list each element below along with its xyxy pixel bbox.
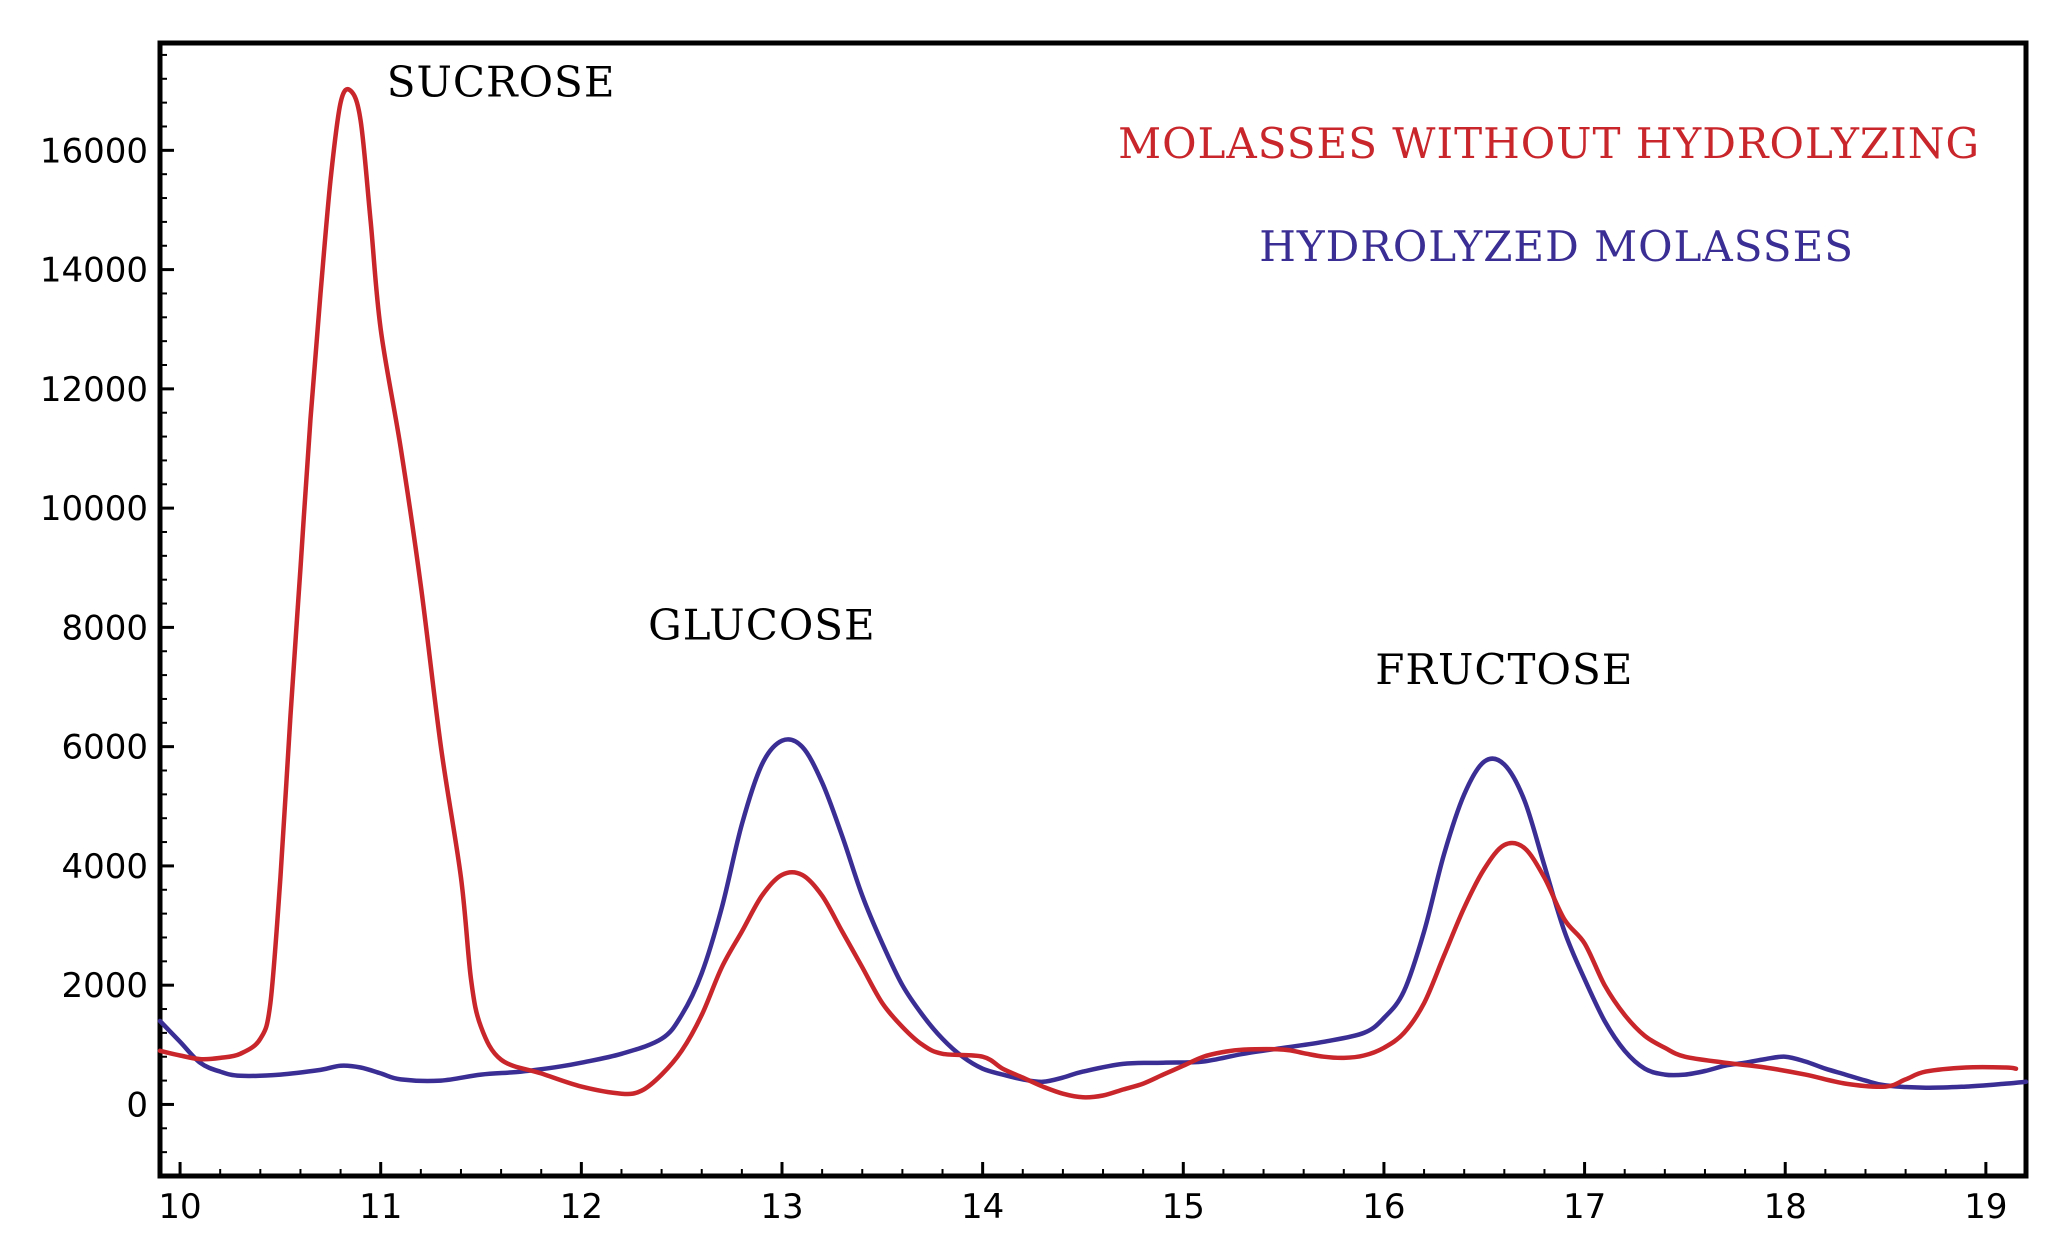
y-tick-label: 0 [126, 1085, 148, 1125]
x-tick-label: 16 [1362, 1187, 1405, 1227]
legend: MOLASSES WITHOUT HYDROLYZING HYDROLYZED … [1118, 119, 1980, 271]
series-line-hydrolyzed-molasses [157, 737, 2029, 1090]
y-tick-label: 12000 [40, 370, 148, 410]
y-tick-label: 8000 [61, 608, 148, 648]
x-tick-label: 13 [760, 1187, 803, 1227]
x-axis: 10 11 12 13 14 15 16 17 18 19 [158, 1162, 2008, 1227]
x-tick-label: 19 [1964, 1187, 2007, 1227]
y-tick-label: 16000 [40, 131, 148, 171]
y-tick-label: 4000 [61, 847, 148, 887]
plot-frame [157, 40, 2029, 1179]
peak-annotations: SUCROSE GLUCOSE FRUCTOSE [387, 58, 1633, 694]
y-tick-label: 10000 [40, 489, 148, 529]
annotation-glucose: GLUCOSE [648, 600, 876, 649]
annotation-sucrose: SUCROSE [387, 58, 616, 107]
x-tick-label: 17 [1563, 1187, 1606, 1227]
series-layer [157, 86, 2029, 1100]
y-tick-label: 14000 [40, 251, 148, 291]
y-tick-label: 6000 [61, 728, 148, 768]
x-tick-label: 14 [961, 1187, 1004, 1227]
x-tick-label: 12 [560, 1187, 603, 1227]
x-tick-label: 11 [359, 1187, 402, 1227]
y-axis: 0 2000 4000 6000 8000 10000 12000 14000 16000 [40, 131, 174, 1125]
legend-entry-hydrolyzed-molasses: HYDROLYZED MOLASSES [1259, 222, 1854, 271]
series-line-molasses-without-hydrolyzing [157, 86, 2019, 1100]
x-tick-label: 10 [158, 1187, 201, 1227]
legend-entry-molasses-without-hydrolyzing: MOLASSES WITHOUT HYDROLYZING [1118, 119, 1980, 168]
annotation-fructose: FRUCTOSE [1375, 645, 1633, 694]
x-tick-label: 15 [1162, 1187, 1205, 1227]
x-tick-label: 18 [1764, 1187, 1807, 1227]
y-tick-label: 2000 [61, 966, 148, 1006]
minor-ticks [160, 53, 1947, 1176]
